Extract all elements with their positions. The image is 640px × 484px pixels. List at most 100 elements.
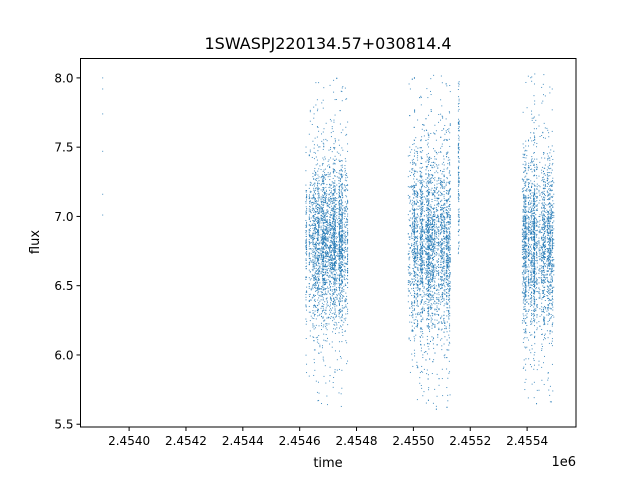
data-point [321,163,323,165]
data-point [306,208,308,210]
data-point [342,263,344,265]
data-point [434,234,436,236]
data-point [341,247,343,249]
data-point [324,237,326,239]
data-point [426,373,428,375]
data-point [313,117,315,119]
data-point [334,191,336,193]
data-point [333,239,335,241]
data-point [322,178,324,180]
data-point [413,162,415,164]
data-point [325,189,327,191]
data-point [309,214,311,216]
data-point [441,105,443,107]
data-point [343,247,345,249]
data-point [417,286,419,288]
data-point [323,247,325,249]
data-point [312,259,314,261]
data-point [313,358,315,360]
data-point [329,173,331,175]
data-point [422,196,424,198]
data-point [446,210,448,212]
data-point [315,252,317,254]
data-point [324,253,326,255]
data-point [329,193,331,195]
data-point [341,220,343,222]
data-point [318,287,320,289]
data-point [434,225,436,227]
data-point [423,301,425,303]
data-point [321,229,323,231]
data-point [411,243,413,245]
data-point [329,293,331,295]
data-point [320,199,322,201]
data-point [441,378,443,380]
data-point [318,279,320,281]
data-point [333,263,335,265]
data-point [323,159,325,161]
data-point [308,229,310,231]
data-point [312,296,314,298]
data-point [310,212,312,214]
data-point [346,306,348,308]
data-point [444,303,446,305]
data-point [419,303,421,305]
data-point [438,245,440,247]
data-point [430,178,432,180]
data-point [435,170,437,172]
data-point [421,151,423,153]
data-point [317,381,319,383]
data-point [327,247,329,249]
data-point [343,277,345,279]
data-point [325,253,327,255]
data-point [444,207,446,209]
data-point [419,256,421,258]
data-point [422,254,424,256]
data-point [308,263,310,265]
data-point [327,229,329,231]
data-point [330,195,332,197]
data-point [313,283,315,285]
data-point [338,253,340,255]
data-point [324,280,326,282]
data-point [313,216,315,218]
data-point [338,232,340,234]
data-point [339,277,341,279]
data-point [436,313,438,315]
data-point [330,297,332,299]
data-point [340,235,342,237]
data-point [417,196,419,198]
data-point [329,268,331,270]
data-point [329,228,331,230]
data-point [321,254,323,256]
data-point [426,223,428,225]
data-point [421,235,423,237]
data-point [416,249,418,251]
data-point [318,180,320,182]
data-point [344,189,346,191]
data-point [327,304,329,306]
data-point [432,167,434,169]
data-point [324,263,326,265]
data-point [345,269,347,271]
data-point [308,283,310,285]
data-point [334,213,336,215]
data-point [415,279,417,281]
data-point [330,146,332,148]
data-point [344,234,346,236]
data-point [322,259,324,261]
data-point [438,218,440,220]
data-point [423,295,425,297]
data-point [334,309,336,311]
data-point [313,305,315,307]
data-point [312,235,314,237]
data-point [331,256,333,258]
data-point [317,222,319,224]
data-point [417,260,419,262]
data-point [321,197,323,199]
data-point [441,252,443,254]
data-point [323,187,325,189]
data-point [322,230,324,232]
data-point [318,254,320,256]
data-point [335,288,337,290]
